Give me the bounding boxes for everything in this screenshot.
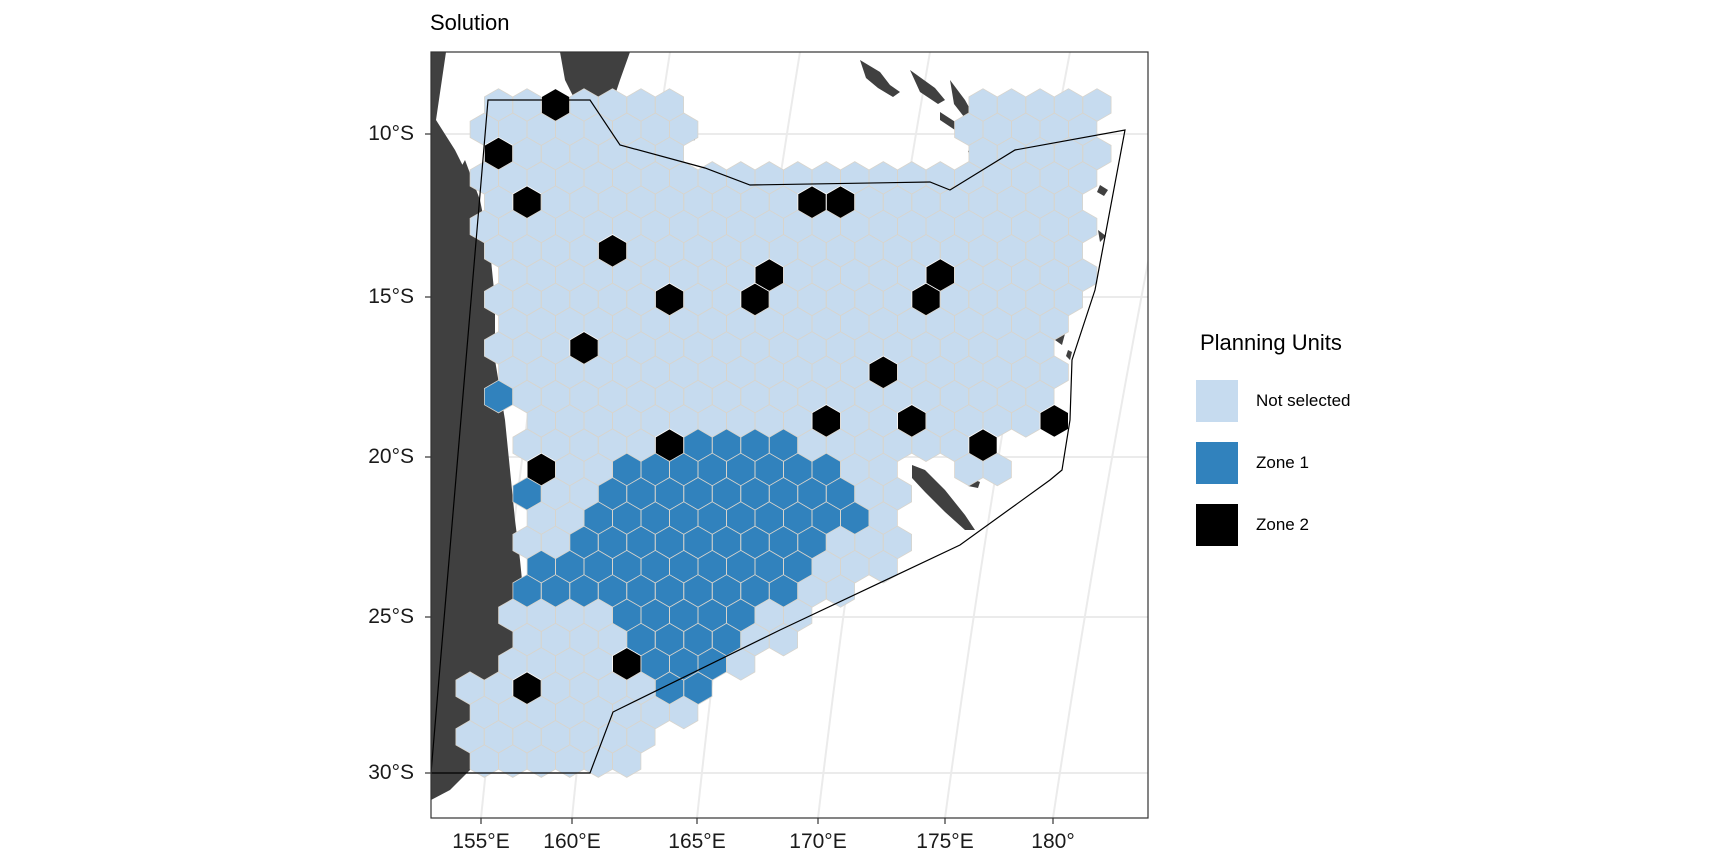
graticule-line bbox=[1052, 257, 1148, 818]
legend-swatch bbox=[1196, 504, 1238, 546]
y-tick-label: 10°S bbox=[368, 122, 414, 145]
y-tick-label: 20°S bbox=[368, 445, 414, 468]
legend-item-zone-1: Zone 1 bbox=[1196, 432, 1351, 494]
x-tick-label: 160°E bbox=[543, 830, 601, 853]
solomon-islands bbox=[676, 60, 985, 160]
plot-title: Solution bbox=[430, 10, 510, 35]
x-tick-label: 180° bbox=[1031, 830, 1075, 853]
planning-units bbox=[455, 88, 1112, 778]
planning-unit-zone-2 bbox=[1039, 404, 1069, 438]
study-area-boundary bbox=[431, 99, 1126, 774]
panel-border bbox=[430, 51, 1149, 819]
legend-label: Zone 1 bbox=[1256, 453, 1309, 472]
new-caledonia bbox=[912, 465, 980, 530]
legend-title: Planning Units bbox=[1200, 330, 1342, 355]
legend-item-zone-2: Zone 2 bbox=[1196, 494, 1351, 556]
legend-label: Not selected bbox=[1256, 391, 1351, 410]
legend-item-not-selected: Not selected bbox=[1196, 370, 1351, 432]
planning-unit-not-selected bbox=[868, 549, 898, 584]
planning-unit-not-selected bbox=[669, 695, 699, 730]
planning-unit-not-selected bbox=[982, 452, 1012, 487]
x-tick-label: 165°E bbox=[668, 830, 726, 853]
legend-swatch bbox=[1196, 442, 1238, 484]
y-tick-label: 30°S bbox=[368, 761, 414, 784]
x-tick-label: 175°E bbox=[916, 830, 974, 853]
legend-swatch bbox=[1196, 380, 1238, 422]
y-tick-label: 15°S bbox=[368, 285, 414, 308]
planning-unit-not-selected bbox=[826, 574, 855, 608]
legend: Planning Units Not selected Zone 1 Zone … bbox=[1196, 330, 1351, 556]
legend-label: Zone 2 bbox=[1256, 515, 1309, 534]
y-tick-label: 25°S bbox=[368, 605, 414, 628]
x-tick-label: 155°E bbox=[452, 830, 510, 853]
x-tick-label: 170°E bbox=[789, 830, 847, 853]
axis-ticks bbox=[425, 133, 1054, 824]
planning-unit-not-selected bbox=[612, 744, 642, 778]
